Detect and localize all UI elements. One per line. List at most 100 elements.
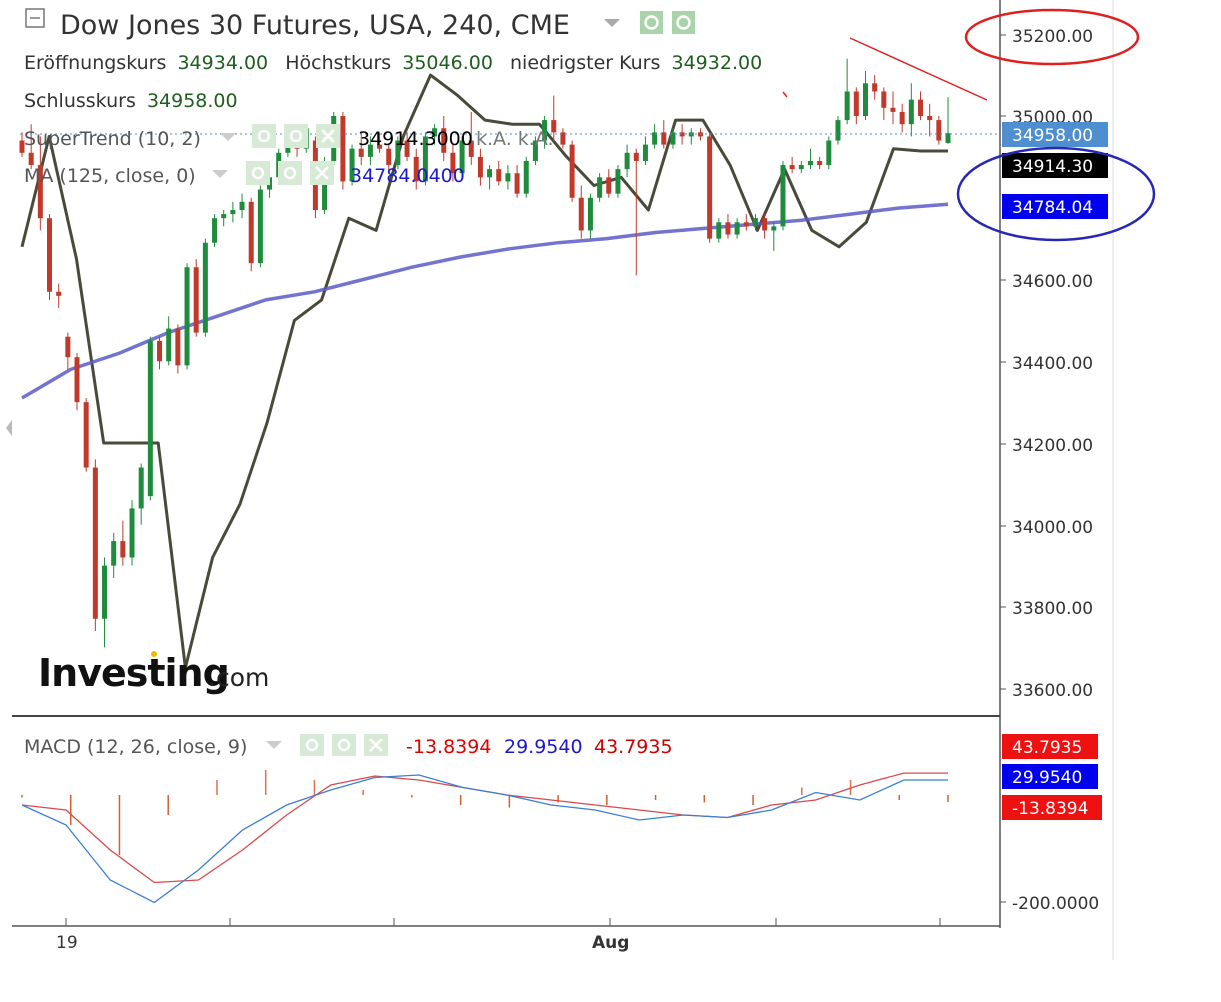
candle-body — [166, 328, 172, 362]
supertrend-remove-icon[interactable] — [316, 124, 340, 148]
supertrend-label: SuperTrend (10, 2) — [24, 128, 201, 150]
close-row: Schlusskurs 34958.00 — [24, 90, 238, 112]
price-tick-label: 34400.00 — [1012, 354, 1093, 374]
supertrend-line-group — [20, 73, 948, 670]
candle-body — [532, 140, 538, 161]
macd-gear-icon[interactable] — [332, 734, 356, 756]
candle-body — [468, 140, 474, 157]
candle-body — [184, 267, 190, 366]
candle-body — [734, 222, 740, 235]
candle-body — [37, 165, 43, 219]
ma-dropdown-icon[interactable] — [212, 170, 228, 178]
close-label: Schlusskurs — [24, 90, 136, 112]
candle-body — [422, 136, 428, 182]
macd-hist-tag — [1002, 795, 1102, 820]
high-label: Höchstkurs — [285, 52, 391, 74]
candle-body — [322, 160, 328, 211]
logo-domain: .com — [208, 663, 269, 692]
candle-body — [514, 173, 520, 194]
price-tick-label: 34000.00 — [1012, 518, 1093, 538]
candle-body — [477, 156, 483, 178]
macd-visibility-icon[interactable] — [300, 734, 324, 756]
supertrend-extra: k.A. k.A. — [476, 128, 554, 150]
price-tick-label: 34200.00 — [1012, 436, 1093, 456]
candle-body — [496, 169, 502, 182]
candle-body — [386, 148, 392, 166]
candle-body — [798, 165, 804, 170]
candle-body — [817, 160, 823, 166]
candle-body — [807, 160, 813, 166]
macd-group — [21, 770, 949, 904]
candle-body — [542, 120, 548, 141]
candle-body — [83, 402, 89, 468]
candle-body — [404, 140, 410, 157]
candle-body — [487, 169, 493, 178]
logo-brand: Investing — [38, 651, 229, 695]
price-tick-label: 33600.00 — [1012, 681, 1093, 701]
candle-body — [853, 91, 859, 116]
macd-tag-label: 29.9540 — [1012, 768, 1082, 788]
candle-body — [917, 99, 923, 116]
ma-gear-icon[interactable] — [278, 161, 302, 185]
candle-body — [872, 83, 878, 92]
candle-body — [147, 340, 153, 497]
supertrend-dropdown-icon[interactable] — [220, 133, 236, 141]
ma-label: MA (125, close, 0) — [24, 165, 196, 187]
candle-body — [377, 144, 383, 149]
ma-visibility-icon[interactable] — [246, 161, 270, 185]
collapse-panel-icon[interactable] — [25, 8, 45, 28]
time-tick-label: 19 — [56, 933, 78, 953]
price-axis: 35200.00 35000.00 34600.00 34400.00 3420… — [1000, 27, 1093, 701]
candle-body — [47, 218, 53, 292]
candle-body — [707, 136, 713, 239]
candle-body — [908, 99, 914, 125]
supertrend-visibility-icon[interactable] — [252, 124, 276, 148]
candle-body — [624, 152, 630, 170]
candle-body — [597, 177, 603, 198]
annotation-blue-ellipse — [956, 146, 1156, 242]
supertrend-line — [20, 73, 948, 670]
ma-tag-label: 34784.04 — [1012, 198, 1093, 218]
supertrend-tag — [1002, 153, 1108, 178]
annotation-red-ellipse — [964, 8, 1140, 66]
candle-body — [56, 291, 62, 296]
candles-group — [19, 58, 951, 648]
high-value: 35046.00 — [402, 52, 493, 74]
candle-body — [642, 144, 648, 161]
candle-body — [716, 222, 722, 239]
title-dropdown-icon[interactable] — [604, 19, 620, 27]
candle-body — [450, 152, 456, 174]
candle-body — [560, 132, 566, 145]
macd-hist-value: -13.8394 — [406, 736, 491, 758]
candle-body — [111, 541, 117, 566]
open-label: Eröffnungskurs — [24, 52, 166, 74]
candle-body — [19, 140, 25, 153]
macd-dropdown-icon[interactable] — [266, 741, 282, 749]
collapse-left-icon[interactable] — [6, 420, 12, 436]
candle-body — [432, 128, 438, 137]
candle-body — [844, 91, 850, 121]
price-tick-label: 35200.00 — [1012, 27, 1093, 47]
candle-body — [340, 116, 346, 182]
settings-gear-icon[interactable] — [640, 11, 663, 34]
candle-body — [395, 140, 401, 166]
candle-body — [193, 267, 199, 333]
candle-body — [367, 144, 373, 157]
candle-body — [652, 132, 658, 145]
candle-body — [661, 132, 667, 145]
time-tick-label: Aug — [592, 933, 629, 953]
macd-remove-icon[interactable] — [364, 734, 388, 756]
supertrend-gear-icon[interactable] — [284, 124, 308, 148]
settings-gear-icon[interactable] — [672, 11, 695, 34]
candle-body — [862, 83, 868, 116]
ma-remove-icon[interactable] — [310, 161, 334, 185]
candle-body — [441, 128, 447, 153]
candle-body — [826, 140, 832, 166]
candle-body — [615, 169, 621, 194]
candle-body — [157, 340, 163, 362]
macd-value: 29.9540 — [504, 736, 583, 758]
candle-body — [102, 565, 108, 619]
candle-body — [899, 111, 905, 125]
last-price-tag-label: 34958.00 — [1012, 126, 1093, 146]
